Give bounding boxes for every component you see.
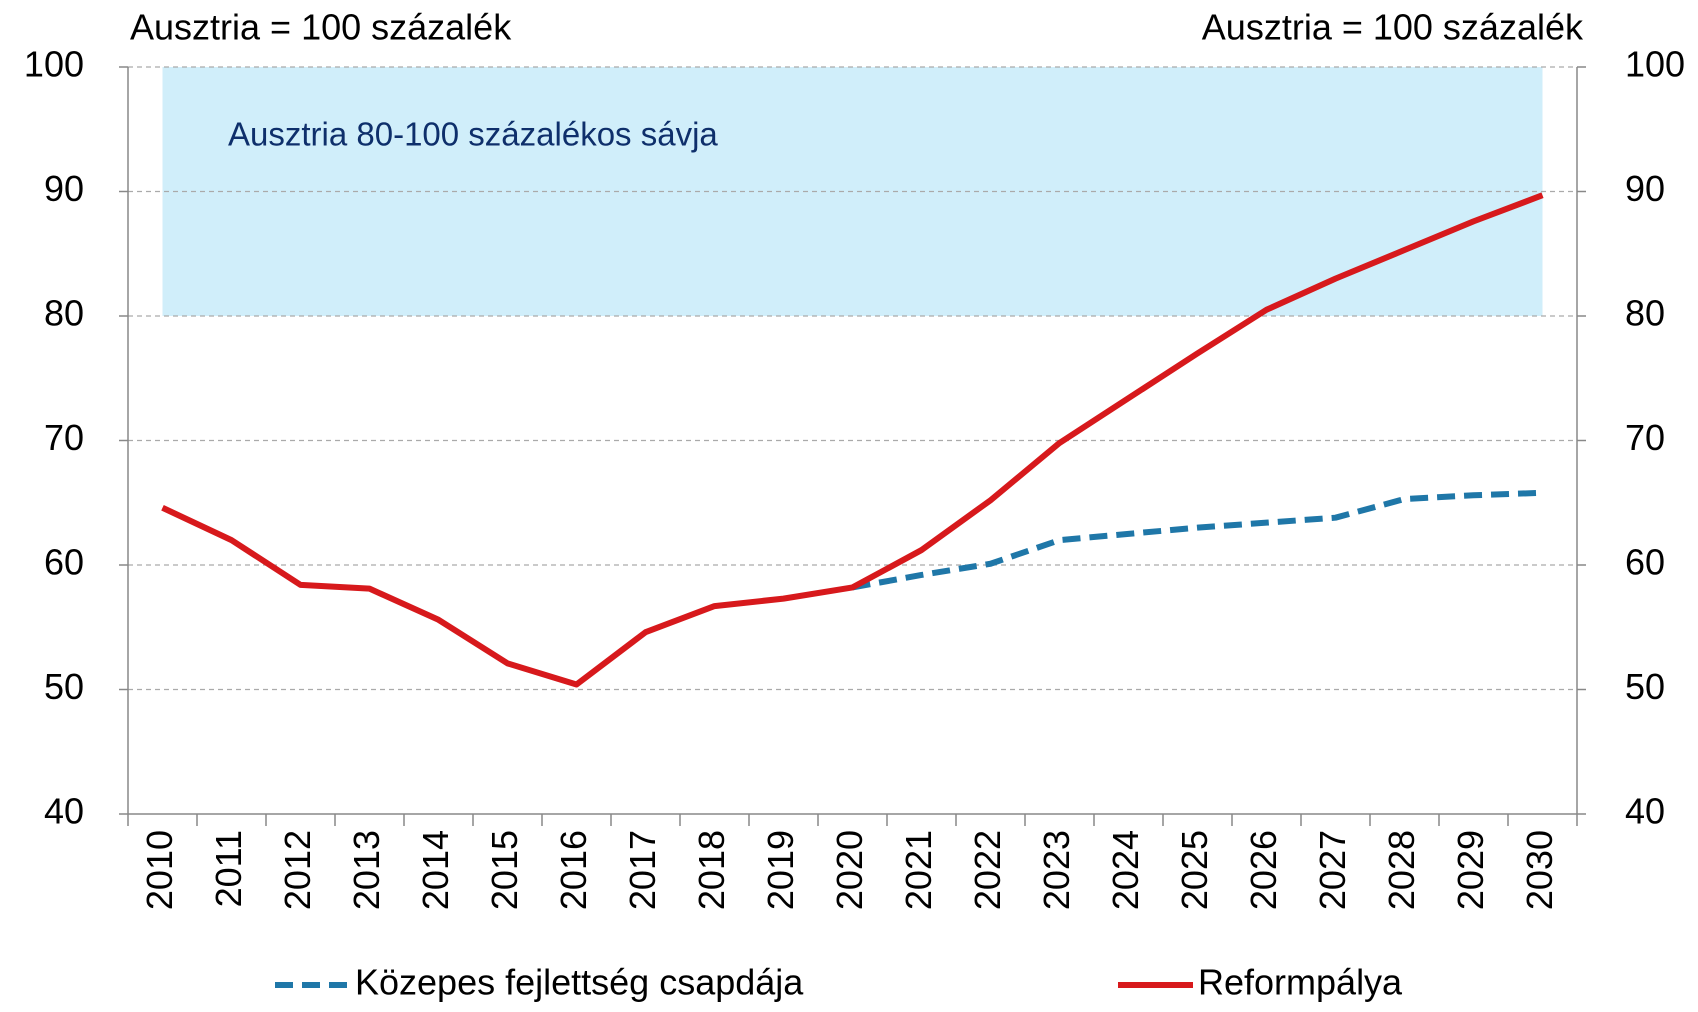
y2-tick-label: 70 bbox=[1625, 417, 1665, 458]
y-tick-label: 90 bbox=[44, 168, 84, 209]
x-tick-label: 2014 bbox=[415, 830, 456, 910]
x-tick-label: 2022 bbox=[967, 830, 1008, 910]
x-tick-label: 2026 bbox=[1243, 830, 1284, 910]
y2-tick-label: 40 bbox=[1625, 791, 1665, 832]
x-tick-label: 2028 bbox=[1381, 830, 1422, 910]
y2-tick-label: 100 bbox=[1625, 44, 1685, 85]
x-tick-label: 2015 bbox=[484, 830, 525, 910]
x-tick-label: 2029 bbox=[1450, 830, 1491, 910]
x-tick-label: 2020 bbox=[829, 830, 870, 910]
y-axis-label: Ausztria = 100 százalék bbox=[130, 7, 512, 48]
x-tick-label: 2013 bbox=[346, 830, 387, 910]
x-tick-label: 2023 bbox=[1036, 830, 1077, 910]
x-tick-label: 2012 bbox=[277, 830, 318, 910]
series-line bbox=[161, 192, 1544, 688]
x-tick-label: 2027 bbox=[1312, 830, 1353, 910]
y2-tick-label: 80 bbox=[1625, 293, 1665, 334]
x-tick-label: 2030 bbox=[1519, 830, 1560, 910]
y-tick-label: 70 bbox=[44, 417, 84, 458]
x-tick-label: 2011 bbox=[208, 830, 249, 907]
x-tick-label: 2016 bbox=[553, 830, 594, 910]
y-tick-label: 60 bbox=[44, 542, 84, 583]
x-tick-label: 2021 bbox=[898, 830, 939, 910]
series-line bbox=[851, 489, 1543, 591]
x-tick-label: 2010 bbox=[139, 830, 180, 910]
band-label: Ausztria 80-100 százalékos sávja bbox=[228, 116, 718, 153]
x-tick-label: 2024 bbox=[1105, 830, 1146, 910]
x-tick-label: 2017 bbox=[622, 830, 663, 910]
y-tick-label: 80 bbox=[44, 293, 84, 334]
x-tick-label: 2018 bbox=[691, 830, 732, 910]
y-tick-label: 100 bbox=[24, 44, 84, 85]
y2-tick-label: 60 bbox=[1625, 542, 1665, 583]
legend-label: Reformpálya bbox=[1198, 962, 1403, 1003]
y-tick-label: 50 bbox=[44, 666, 84, 707]
legend-label: Közepes fejlettség csapdája bbox=[355, 962, 804, 1003]
y2-axis-label: Ausztria = 100 százalék bbox=[1202, 7, 1584, 48]
y2-tick-label: 50 bbox=[1625, 666, 1665, 707]
y2-tick-label: 90 bbox=[1625, 168, 1665, 209]
x-tick-label: 2019 bbox=[760, 830, 801, 910]
x-tick-label: 2025 bbox=[1174, 830, 1215, 910]
y-tick-label: 40 bbox=[44, 791, 84, 832]
